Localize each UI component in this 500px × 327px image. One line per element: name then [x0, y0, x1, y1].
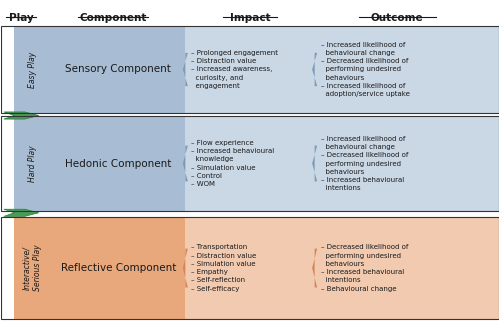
- Polygon shape: [4, 209, 38, 216]
- Polygon shape: [312, 249, 317, 287]
- Bar: [51, 26, 186, 113]
- Text: Hedonic Component: Hedonic Component: [65, 159, 172, 168]
- Text: Reflective Component: Reflective Component: [60, 263, 176, 273]
- Bar: [14, 26, 51, 113]
- Bar: [2, 26, 14, 113]
- Text: – Decreased likelihood of
  performing undesired
  behaviours
– Increased behavi: – Decreased likelihood of performing und…: [320, 245, 408, 292]
- Bar: [2, 217, 14, 319]
- Bar: [51, 217, 186, 319]
- Text: – Increased likelihood of
  behavioural change
– Decreased likelihood of
  perfo: – Increased likelihood of behavioural ch…: [320, 42, 410, 97]
- Polygon shape: [183, 146, 188, 181]
- Bar: [2, 26, 498, 113]
- Text: Sensory Component: Sensory Component: [66, 64, 171, 75]
- Polygon shape: [312, 53, 317, 86]
- Text: Hard Play: Hard Play: [28, 145, 37, 182]
- Bar: [14, 217, 51, 319]
- Bar: [2, 116, 498, 211]
- Text: – Increased likelihood of
  behavioural change
– Decreased likelihood of
  perfo: – Increased likelihood of behavioural ch…: [320, 136, 408, 191]
- Polygon shape: [183, 249, 188, 287]
- Bar: [14, 116, 51, 211]
- Bar: [314, 217, 498, 319]
- Text: Outcome: Outcome: [370, 13, 423, 23]
- Bar: [314, 116, 498, 211]
- Polygon shape: [183, 53, 188, 86]
- Polygon shape: [312, 146, 317, 181]
- Bar: [2, 217, 498, 319]
- Text: Play: Play: [9, 13, 34, 23]
- Text: Easy Play: Easy Play: [28, 51, 37, 88]
- Text: Interactive/
Serious Play: Interactive/ Serious Play: [23, 245, 42, 291]
- Text: – Transportation
– Distraction value
– Simulation value
– Empathy
– Self-reflect: – Transportation – Distraction value – S…: [192, 245, 256, 292]
- Polygon shape: [4, 112, 38, 119]
- Text: Impact: Impact: [230, 13, 270, 23]
- Bar: [2, 116, 14, 211]
- Bar: [314, 26, 498, 113]
- Text: – Prolonged engagement
– Distraction value
– Increased awareness,
  curiosity, a: – Prolonged engagement – Distraction val…: [192, 50, 278, 89]
- Bar: [186, 217, 314, 319]
- Bar: [51, 116, 186, 211]
- Bar: [186, 26, 314, 113]
- Bar: [186, 116, 314, 211]
- Text: Component: Component: [80, 13, 147, 23]
- Text: – Flow experience
– Increased behavioural
  knowledge
– Simulation value
– Contr: – Flow experience – Increased behavioura…: [192, 140, 274, 187]
